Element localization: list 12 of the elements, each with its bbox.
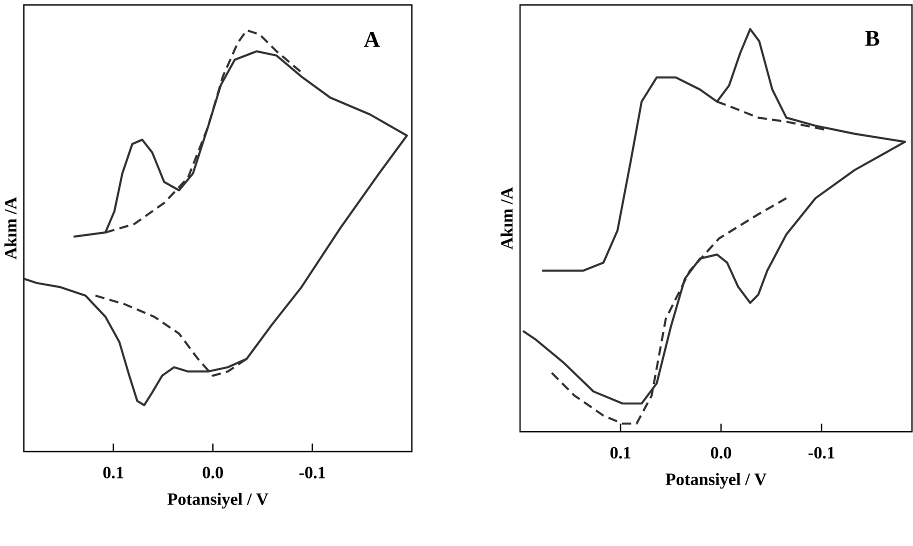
x-tick-label: 0.1 — [103, 466, 124, 479]
annotation: B — [865, 31, 880, 46]
y-axis-title: Akım /A — [500, 187, 513, 250]
y-axis-title: Akım /A — [4, 197, 17, 260]
x-tick-label: 0.0 — [710, 447, 732, 459]
annotation: A — [364, 32, 380, 47]
x-tick-label: -0.1 — [808, 447, 834, 459]
x-tick-label: 0.0 — [202, 466, 223, 479]
x-tick-label: 0.1 — [610, 447, 630, 459]
x-axis-title: Potansiyel / V — [167, 492, 268, 509]
x-axis-title: Potansiyel / V — [666, 473, 766, 489]
x-tick-label: -0.1 — [299, 466, 326, 479]
